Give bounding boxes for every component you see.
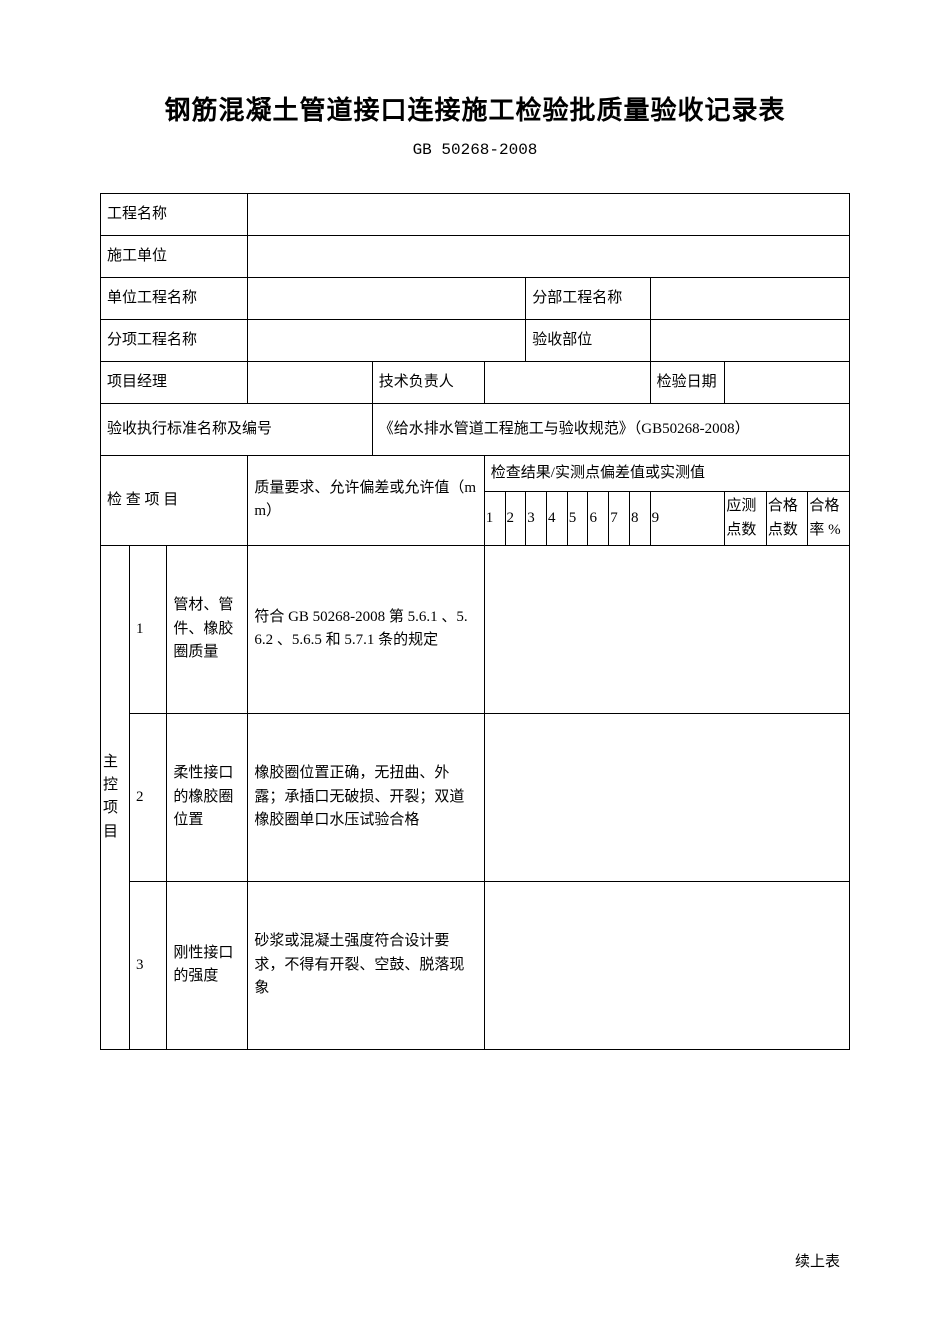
table-row: 单位工程名称 分部工程名称 <box>101 278 850 320</box>
item-requirement: 砂浆或混凝土强度符合设计要求，不得有开裂、空鼓、脱落现象 <box>248 881 484 1049</box>
value-tech-lead[interactable] <box>484 362 650 404</box>
value-unit-project-name[interactable] <box>248 278 526 320</box>
label-inspection-date: 检验日期 <box>650 362 725 404</box>
label-standard-name: 验收执行标准名称及编号 <box>101 404 373 456</box>
value-standard-name: 《给水排水管道工程施工与验收规范》（GB50268-2008） <box>372 404 849 456</box>
table-row: 工程名称 <box>101 194 850 236</box>
table-row: 项目经理 技术负责人 检验日期 <box>101 362 850 404</box>
value-acceptance-part[interactable] <box>650 320 849 362</box>
col-9: 9 <box>650 492 725 546</box>
value-subitem-name[interactable] <box>248 320 526 362</box>
label-project-name: 工程名称 <box>101 194 248 236</box>
table-row: 施工单位 <box>101 236 850 278</box>
item-requirement: 橡胶圈位置正确，无扭曲、外露；承插口无破损、开裂；双道橡胶圈单口水压试验合格 <box>248 713 484 881</box>
item-name: 刚性接口的强度 <box>167 881 248 1049</box>
col-pass: 合格点数 <box>766 492 807 546</box>
col-measured: 应测点数 <box>725 492 766 546</box>
item-index: 2 <box>130 713 167 881</box>
col-3: 3 <box>526 492 547 546</box>
label-unit-project-name: 单位工程名称 <box>101 278 248 320</box>
inspection-table: 工程名称 施工单位 单位工程名称 分部工程名称 分项工程名称 验收部位 项目经理… <box>100 193 850 1050</box>
item-name: 管材、管件、橡胶圈质量 <box>167 545 248 713</box>
table-row: 分项工程名称 验收部位 <box>101 320 850 362</box>
value-project-manager[interactable] <box>248 362 372 404</box>
item-result[interactable] <box>484 881 849 1049</box>
value-construction-unit[interactable] <box>248 236 850 278</box>
table-row: 主控项目 1 管材、管件、橡胶圈质量 符合 GB 50268-2008 第 5.… <box>101 545 850 713</box>
col-1: 1 <box>484 492 505 546</box>
col-8: 8 <box>629 492 650 546</box>
table-row: 检 查 项 目 质量要求、允许偏差或允许值（mm） 检查结果/实测点偏差值或实测… <box>101 456 850 492</box>
col-7: 7 <box>609 492 630 546</box>
col-6: 6 <box>588 492 609 546</box>
col-4: 4 <box>547 492 568 546</box>
col-5: 5 <box>567 492 588 546</box>
label-subitem-name: 分项工程名称 <box>101 320 248 362</box>
label-tech-lead: 技术负责人 <box>372 362 484 404</box>
table-row: 2 柔性接口的橡胶圈位置 橡胶圈位置正确，无扭曲、外露；承插口无破损、开裂；双道… <box>101 713 850 881</box>
label-subdivision-name: 分部工程名称 <box>526 278 650 320</box>
page-title: 钢筋混凝土管道接口连接施工检验批质量验收记录表 <box>100 90 850 127</box>
label-results-header: 检查结果/实测点偏差值或实测值 <box>484 456 849 492</box>
value-project-name[interactable] <box>248 194 850 236</box>
label-check-item: 检 查 项 目 <box>101 456 248 546</box>
item-result[interactable] <box>484 713 849 881</box>
col-2: 2 <box>505 492 526 546</box>
footer-continued: 续上表 <box>795 1250 840 1271</box>
item-result[interactable] <box>484 545 849 713</box>
item-index: 1 <box>130 545 167 713</box>
value-inspection-date[interactable] <box>725 362 850 404</box>
col-rate: 合格率 % <box>808 492 850 546</box>
page-container: 钢筋混凝土管道接口连接施工检验批质量验收记录表 GB 50268-2008 <box>0 0 945 1337</box>
table-row: 验收执行标准名称及编号 《给水排水管道工程施工与验收规范》（GB50268-20… <box>101 404 850 456</box>
item-requirement: 符合 GB 50268-2008 第 5.6.1 、5.6.2 、5.6.5 和… <box>248 545 484 713</box>
standard-code: GB 50268-2008 <box>100 141 850 159</box>
item-index: 3 <box>130 881 167 1049</box>
item-name: 柔性接口的橡胶圈位置 <box>167 713 248 881</box>
label-construction-unit: 施工单位 <box>101 236 248 278</box>
group-label: 主控项目 <box>101 545 130 1049</box>
label-requirement: 质量要求、允许偏差或允许值（mm） <box>248 456 484 546</box>
label-acceptance-part: 验收部位 <box>526 320 650 362</box>
label-project-manager: 项目经理 <box>101 362 248 404</box>
value-subdivision-name[interactable] <box>650 278 849 320</box>
table-row: 3 刚性接口的强度 砂浆或混凝土强度符合设计要求，不得有开裂、空鼓、脱落现象 <box>101 881 850 1049</box>
